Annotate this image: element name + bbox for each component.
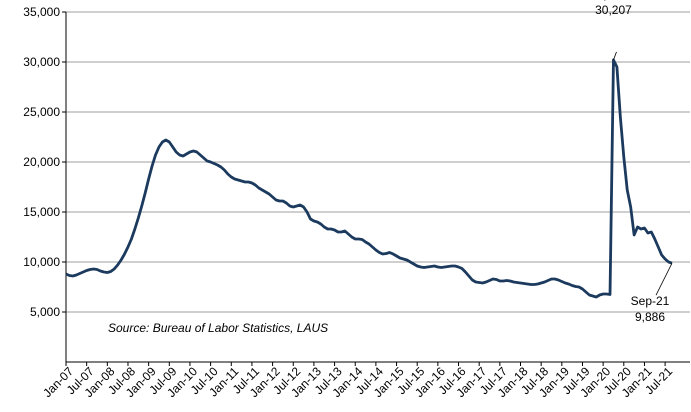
annotation-value: 30,207 — [595, 3, 632, 17]
annotation-date: Apr-20 — [595, 0, 631, 1]
y-tick-label: 20,000 — [23, 155, 60, 169]
annotation-date: Sep-21 — [631, 294, 670, 308]
y-tick-label: 5,000 — [30, 305, 60, 319]
data-line — [65, 58, 673, 299]
y-tick-label: 25,000 — [23, 105, 60, 119]
annotation-leader — [613, 51, 617, 61]
annotation-leader — [655, 262, 673, 296]
y-tick-label: 30,000 — [23, 55, 60, 69]
y-tick-label: 10,000 — [23, 255, 60, 269]
source-note: Source: Bureau of Labor Statistics, LAUS — [108, 321, 328, 335]
y-tick-label: 15,000 — [23, 205, 60, 219]
y-tick-label: 35,000 — [23, 5, 60, 19]
annotation-value: 9,886 — [635, 310, 665, 324]
